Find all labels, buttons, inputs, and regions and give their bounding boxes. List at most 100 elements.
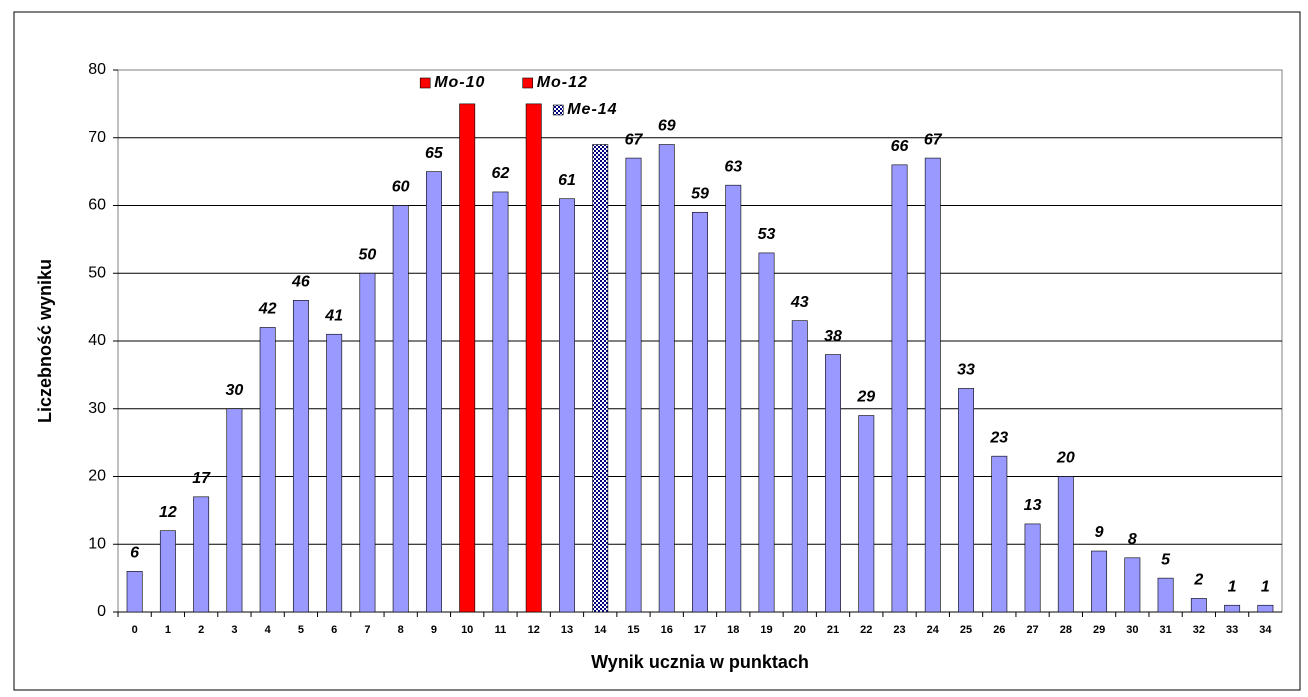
bar [1224, 604, 1241, 613]
x-tick-label: 26 [993, 624, 1005, 636]
value-label: 67 [625, 131, 644, 148]
x-tick-label: 31 [1159, 624, 1171, 636]
annotation: Mo-10 [434, 74, 485, 91]
bar [226, 408, 243, 613]
x-tick-label: 20 [794, 624, 806, 636]
value-label: 20 [1056, 450, 1075, 467]
value-label: 60 [392, 179, 410, 196]
y-tick-label: 0 [97, 603, 106, 620]
bar [758, 252, 775, 613]
value-label: 59 [691, 185, 709, 202]
value-label: 66 [891, 138, 909, 155]
bar [1190, 598, 1207, 613]
x-tick-label: 21 [827, 624, 839, 636]
value-label: 9 [1095, 524, 1104, 541]
bar [592, 144, 609, 613]
x-tick-label: 5 [298, 624, 304, 636]
value-label: 65 [425, 145, 444, 162]
value-label: 38 [824, 328, 842, 345]
annotation-marker [552, 104, 564, 116]
value-label: 67 [924, 131, 943, 148]
bar [1257, 604, 1274, 613]
y-tick-label: 40 [88, 332, 106, 349]
value-label: 33 [957, 362, 975, 379]
y-tick-label: 70 [88, 129, 106, 146]
value-label: 6 [130, 545, 139, 562]
x-tick-label: 30 [1126, 624, 1138, 636]
x-tick-label: 33 [1226, 624, 1238, 636]
x-tick-label: 9 [431, 624, 437, 636]
bar [1091, 550, 1108, 613]
bar [1124, 557, 1141, 613]
x-tick-label: 22 [860, 624, 872, 636]
bar [1157, 577, 1174, 613]
bar [193, 496, 210, 613]
bar [958, 388, 975, 613]
value-label: 61 [558, 172, 576, 189]
x-tick-label: 18 [727, 624, 739, 636]
bar [459, 103, 476, 613]
value-label: 2 [1193, 572, 1203, 589]
value-label: 1 [1228, 578, 1237, 595]
value-label: 50 [359, 246, 377, 263]
bar [492, 191, 509, 613]
bar [891, 164, 908, 613]
value-label: 42 [258, 301, 277, 318]
x-tick-label: 14 [594, 624, 607, 636]
value-label: 62 [492, 165, 510, 182]
x-tick-label: 32 [1193, 624, 1205, 636]
x-tick-label: 27 [1026, 624, 1038, 636]
x-tick-label: 8 [398, 624, 404, 636]
x-tick-label: 34 [1259, 624, 1272, 636]
annotation-marker [522, 77, 534, 89]
value-label: 69 [658, 118, 676, 135]
x-tick-label: 15 [627, 624, 639, 636]
value-label: 41 [324, 307, 343, 324]
x-axis-title: Wynik ucznia w punktach [591, 652, 809, 672]
annotation: Mo-12 [537, 74, 588, 91]
y-tick-label: 80 [88, 61, 106, 78]
x-tick-label: 0 [132, 624, 138, 636]
x-tick-label: 24 [927, 624, 940, 636]
value-label: 30 [226, 382, 244, 399]
x-tick-label: 10 [461, 624, 473, 636]
y-tick-label: 30 [88, 400, 106, 417]
annotation: Me-14 [567, 101, 617, 118]
value-label: 53 [758, 226, 776, 243]
value-label: 5 [1161, 551, 1171, 568]
bar [392, 205, 409, 613]
bar [825, 354, 841, 613]
bar [991, 455, 1008, 613]
x-tick-label: 29 [1093, 624, 1105, 636]
y-tick-label: 10 [88, 535, 106, 552]
bar [692, 211, 708, 613]
x-tick-label: 2 [198, 624, 204, 636]
x-tick-label: 3 [231, 624, 237, 636]
x-tick-label: 28 [1060, 624, 1072, 636]
x-tick-label: 1 [165, 624, 171, 636]
y-tick-label: 50 [88, 264, 106, 281]
bar [159, 530, 176, 613]
value-label: 13 [1024, 497, 1042, 514]
bar [259, 327, 276, 613]
annotation-marker [419, 77, 431, 89]
value-label: 12 [159, 504, 177, 521]
bar [326, 333, 343, 613]
bar [292, 300, 309, 613]
bar [559, 198, 575, 613]
x-tick-label: 4 [265, 624, 272, 636]
bar [525, 103, 542, 613]
bar [425, 171, 442, 613]
bar [658, 144, 675, 613]
bar [126, 571, 143, 613]
bar [625, 157, 642, 613]
value-label: 63 [724, 158, 742, 175]
value-label: 1 [1261, 578, 1270, 595]
value-label: 17 [192, 470, 211, 487]
y-axis-title: Liczebność wyniku [35, 259, 55, 423]
bar [1024, 523, 1041, 613]
x-tick-label: 17 [694, 624, 706, 636]
bar [725, 184, 742, 613]
value-label: 29 [856, 389, 875, 406]
